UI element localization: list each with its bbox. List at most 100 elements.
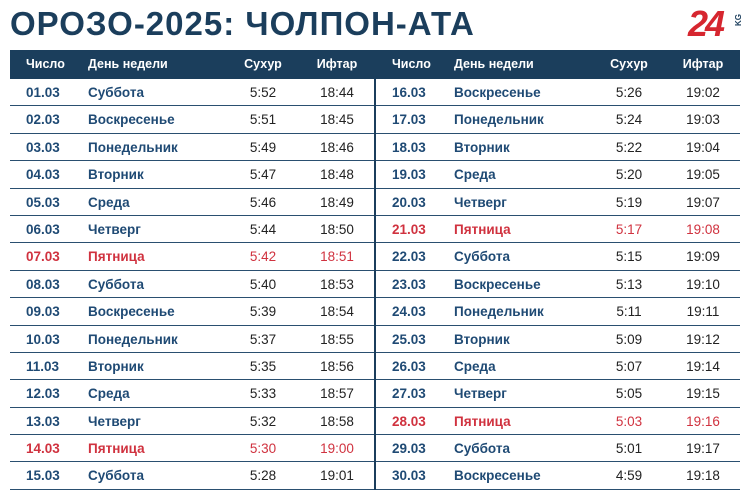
- cell-iftar: 18:49: [320, 194, 354, 210]
- table-body: 16.03 Воскресенье 5:26 19:02 17.03 Понедельни…: [376, 79, 740, 490]
- cell-suhur: 5:03: [615, 413, 643, 429]
- cell-suhur: 5:32: [249, 413, 277, 429]
- logo-number: 24: [688, 3, 725, 44]
- cell-date: 06.03: [26, 221, 60, 237]
- header-day: День недели: [88, 57, 168, 71]
- cell-suhur: 5:42: [249, 249, 277, 265]
- cell-day: Пятница: [454, 413, 511, 429]
- cell-suhur: 5:17: [615, 221, 643, 237]
- cell-iftar: 19:02: [686, 85, 720, 100]
- cell-iftar: 18:55: [320, 331, 354, 347]
- cell-iftar: 19:10: [686, 276, 720, 292]
- cell-day: Понедельник: [454, 112, 544, 128]
- table-row: 26.03 Среда 5:07 19:14: [376, 353, 740, 381]
- cell-day: Среда: [88, 386, 130, 402]
- table-row: 30.03 Воскресенье 4:59 19:18: [376, 462, 740, 490]
- cell-iftar: 19:04: [686, 139, 720, 155]
- cell-day: Воскресенье: [88, 304, 175, 320]
- table-row: 24.03 Понедельник 5:11 19:11: [376, 298, 740, 326]
- cell-day: Четверг: [454, 386, 507, 402]
- cell-day: Вторник: [454, 139, 510, 155]
- cell-date: 29.03: [392, 441, 426, 457]
- cell-date: 07.03: [26, 249, 60, 265]
- cell-day: Воскресенье: [454, 85, 541, 100]
- table-row: 02.03 Воскресенье 5:51 18:45: [10, 106, 374, 134]
- table-row: 05.03 Среда 5:46 18:49: [10, 189, 374, 216]
- cell-suhur: 5:51: [249, 112, 277, 128]
- cell-date: 13.03: [26, 413, 60, 429]
- cell-iftar: 18:57: [320, 386, 354, 402]
- cell-suhur: 5:24: [615, 112, 643, 128]
- table-row: 20.03 Четверг 5:19 19:07: [376, 189, 740, 216]
- cell-iftar: 18:46: [320, 139, 354, 155]
- header-suhur: Сухур: [244, 57, 282, 71]
- cell-iftar: 18:51: [320, 249, 354, 265]
- cell-suhur: 5:37: [249, 331, 277, 347]
- table-row: 12.03 Среда 5:33 18:57: [10, 380, 374, 408]
- cell-iftar: 19:08: [686, 221, 720, 237]
- cell-suhur: 5:11: [616, 304, 642, 320]
- cell-date: 03.03: [26, 139, 60, 155]
- cell-date: 17.03: [392, 112, 426, 128]
- cell-day: Воскресенье: [454, 276, 541, 292]
- cell-day: Суббота: [454, 441, 510, 457]
- cell-day: Вторник: [88, 358, 144, 374]
- cell-suhur: 5:19: [615, 194, 643, 210]
- table-body: 01.03 Суббота 5:52 18:44 02.03 Воскресенье 5:5…: [10, 79, 374, 490]
- cell-iftar: 19:11: [686, 304, 720, 320]
- cell-iftar: 18:44: [320, 85, 354, 100]
- table-row: 07.03 Пятница 5:42 18:51: [10, 243, 374, 271]
- cell-iftar: 19:00: [320, 441, 354, 457]
- cell-date: 22.03: [392, 249, 426, 265]
- cell-date: 23.03: [392, 276, 426, 292]
- cell-date: 21.03: [392, 221, 426, 237]
- cell-day: Понедельник: [88, 139, 178, 155]
- cell-date: 10.03: [26, 331, 60, 347]
- cell-date: 18.03: [392, 139, 426, 155]
- page-title: ОРОЗО-2025: ЧОЛПОН-АТА: [10, 5, 475, 42]
- cell-date: 05.03: [26, 194, 60, 210]
- cell-date: 26.03: [392, 358, 426, 374]
- cell-day: Понедельник: [454, 304, 544, 320]
- table-row: 18.03 Вторник 5:22 19:04: [376, 134, 740, 162]
- cell-iftar: 19:15: [686, 386, 720, 402]
- table-row: 13.03 Четверг 5:32 18:58: [10, 408, 374, 436]
- cell-iftar: 19:09: [686, 249, 720, 265]
- table-row: 08.03 Суббота 5:40 18:53: [10, 271, 374, 299]
- table-row: 17.03 Понедельник 5:24 19:03: [376, 106, 740, 134]
- cell-iftar: 18:53: [320, 276, 354, 292]
- header-iftar: Ифтар: [316, 57, 358, 71]
- cell-suhur: 5:28: [249, 468, 277, 484]
- cell-iftar: 19:14: [686, 358, 720, 374]
- cell-suhur: 5:49: [249, 139, 277, 155]
- cell-suhur: 5:33: [249, 386, 277, 402]
- cell-iftar: 19:01: [320, 468, 354, 484]
- cell-date: 28.03: [392, 413, 426, 429]
- cell-day: Суббота: [88, 85, 144, 100]
- table-row: 04.03 Вторник 5:47 18:48: [10, 161, 374, 189]
- cell-suhur: 5:46: [249, 194, 277, 210]
- table-row: 16.03 Воскресенье 5:26 19:02: [376, 79, 740, 107]
- header-date: Число: [26, 57, 65, 71]
- cell-day: Вторник: [88, 167, 144, 183]
- cell-iftar: 19:18: [686, 468, 720, 484]
- cell-suhur: 5:26: [615, 85, 643, 100]
- cell-day: Суббота: [88, 276, 144, 292]
- cell-date: 24.03: [392, 304, 426, 320]
- cell-suhur: 4:59: [615, 468, 643, 484]
- cell-date: 30.03: [392, 468, 426, 484]
- cell-day: Среда: [88, 194, 130, 210]
- cell-suhur: 5:01: [615, 441, 643, 457]
- cell-suhur: 5:20: [615, 167, 643, 183]
- table-row: 06.03 Четверг 5:44 18:50: [10, 216, 374, 244]
- cell-date: 08.03: [26, 276, 60, 292]
- cell-iftar: 18:50: [320, 221, 354, 237]
- cell-iftar: 19:16: [686, 413, 720, 429]
- header-day: День недели: [454, 57, 534, 71]
- cell-day: Суббота: [88, 468, 144, 484]
- header-date: Число: [392, 57, 431, 71]
- table-row: 01.03 Суббота 5:52 18:44: [10, 79, 374, 107]
- column-divider: [374, 50, 376, 490]
- cell-iftar: 19:17: [686, 441, 720, 457]
- table-row: 29.03 Суббота 5:01 19:17: [376, 435, 740, 463]
